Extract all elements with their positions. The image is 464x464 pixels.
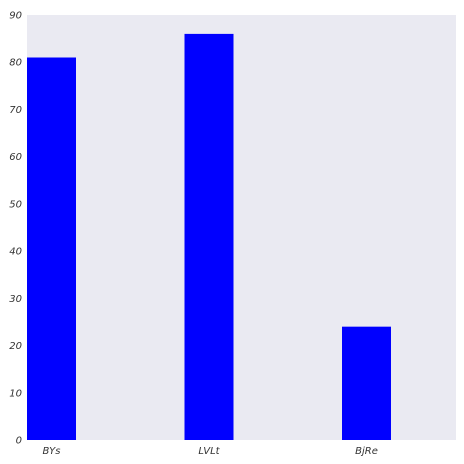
y-tick-label: 40: [9, 247, 22, 258]
x-tick-label: BjRe: [355, 446, 378, 457]
y-tick-label: 60: [9, 152, 22, 163]
y-tick-label: 10: [9, 388, 22, 399]
y-axis-ticks: 0 10 20 30 40 50 60 70 80 90: [9, 11, 22, 447]
y-tick-label: 50: [9, 199, 22, 210]
y-tick-label: 20: [9, 341, 22, 352]
bar-bys: [27, 57, 76, 440]
plot-area: [27, 15, 456, 440]
y-tick-label: 0: [16, 436, 22, 447]
bar-bjre: [342, 326, 391, 440]
bar-lvlt: [184, 33, 234, 441]
x-tick-label: LVLt: [198, 446, 220, 457]
x-tick-label: BYs: [42, 446, 60, 457]
y-tick-label: 30: [9, 294, 22, 305]
y-tick-label: 90: [9, 11, 22, 22]
y-tick-label: 70: [9, 105, 22, 116]
x-axis-ticks: BYs LVLt BjRe: [42, 446, 377, 457]
bars-group: [27, 33, 391, 441]
y-tick-label: 80: [9, 58, 22, 69]
